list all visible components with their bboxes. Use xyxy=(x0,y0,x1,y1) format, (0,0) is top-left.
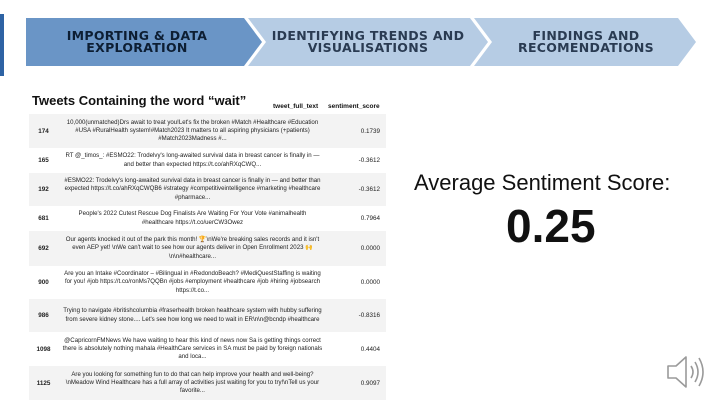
sentiment-score: 0.0000 xyxy=(360,245,380,252)
sentiment-score: 0.4404 xyxy=(360,345,380,353)
row-index: 986 xyxy=(38,312,49,319)
accent-bar xyxy=(0,14,4,76)
step-findings[interactable]: FINDINGS AND RECOMENDATIONS xyxy=(474,18,696,66)
table-title: Tweets Containing the word “wait” xyxy=(32,93,247,108)
column-header-sentiment: sentiment_score xyxy=(328,103,380,110)
column-header-tweet-text: tweet_full_text xyxy=(273,103,319,110)
sentiment-score: 0.0000 xyxy=(360,279,380,286)
step-trends-label: IDENTIFYING TRENDS AND VISUALISATIONS xyxy=(271,28,465,55)
row-index: 174 xyxy=(38,127,49,135)
tweet-text: Are you looking for something fun to do … xyxy=(65,370,320,395)
step-importing-shape xyxy=(26,18,262,66)
tweet-text: @CapricornFMNews We have waiting to hear… xyxy=(62,336,323,361)
table-row: 174 10,000(unmatched)Drs await to treat … xyxy=(29,114,386,148)
sentiment-score: -0.3612 xyxy=(358,157,380,164)
speaker-icon[interactable] xyxy=(664,352,708,397)
row-index: 900 xyxy=(38,279,49,286)
sentiment-score: -0.8316 xyxy=(358,312,380,319)
sentiment-score: 0.7964 xyxy=(360,215,380,222)
tweet-text: People's 2022 Cutest Rescue Dog Finalist… xyxy=(78,210,307,226)
row-index: 1098 xyxy=(36,345,51,353)
average-sentiment-value: 0.25 xyxy=(506,200,596,252)
table-row: 692 Our agents knocked it out of the par… xyxy=(29,231,386,266)
table-row: 1098 @CapricornFMNews We have waiting to… xyxy=(29,332,386,366)
sentiment-score: -0.3612 xyxy=(358,186,380,193)
step-findings-label: FINDINGS AND RECOMENDATIONS xyxy=(518,28,654,55)
table-row: 900 Are you an Intake #Coordinator – #Bi… xyxy=(29,266,386,299)
average-sentiment-label: Average Sentiment Score: xyxy=(414,170,671,195)
row-index: 1125 xyxy=(36,379,51,387)
tweet-text: 10,000(unmatched)Drs await to treat you!… xyxy=(66,118,319,143)
table-row: 986 Trying to navigate #britishcolumbia … xyxy=(29,299,386,332)
row-index: 681 xyxy=(38,215,49,222)
step-trends-shape xyxy=(248,18,488,66)
tweet-text: RT @_timos_: #ESMO22: Trodelvy's long-aw… xyxy=(65,152,320,168)
row-index: 192 xyxy=(38,186,49,193)
process-steps: IMPORTING & DATA EXPLORATION IDENTIFYING … xyxy=(26,18,696,66)
table-row: 1125 Are you looking for something fun t… xyxy=(29,366,386,400)
step-trends[interactable]: IDENTIFYING TRENDS AND VISUALISATIONS xyxy=(248,18,488,66)
sentiment-score: 0.9097 xyxy=(360,379,380,387)
step-findings-shape xyxy=(474,18,696,66)
tweet-text: Our agents knocked it out of the park th… xyxy=(65,236,320,260)
tweet-text: Are you an Intake #Coordinator – #Biling… xyxy=(64,270,321,294)
tweet-text: #ESMO22: Trodelvy's long-awaited surviva… xyxy=(64,177,321,201)
tweet-text: Trying to navigate #britishcolumbia #fra… xyxy=(63,307,322,323)
sentiment-score: 0.1739 xyxy=(360,127,380,135)
row-index: 692 xyxy=(38,245,49,252)
tweets-table: 174 10,000(unmatched)Drs await to treat … xyxy=(29,114,386,400)
table-row: 681 People's 2022 Cutest Rescue Dog Fina… xyxy=(29,206,386,231)
row-index: 165 xyxy=(38,157,49,164)
step-importing[interactable]: IMPORTING & DATA EXPLORATION xyxy=(26,18,262,66)
table-row: 165 RT @_timos_: #ESMO22: Trodelvy's lon… xyxy=(29,148,386,173)
step-importing-label: IMPORTING & DATA EXPLORATION xyxy=(66,28,208,55)
table-row: 192 #ESMO22: Trodelvy's long-awaited sur… xyxy=(29,173,386,206)
